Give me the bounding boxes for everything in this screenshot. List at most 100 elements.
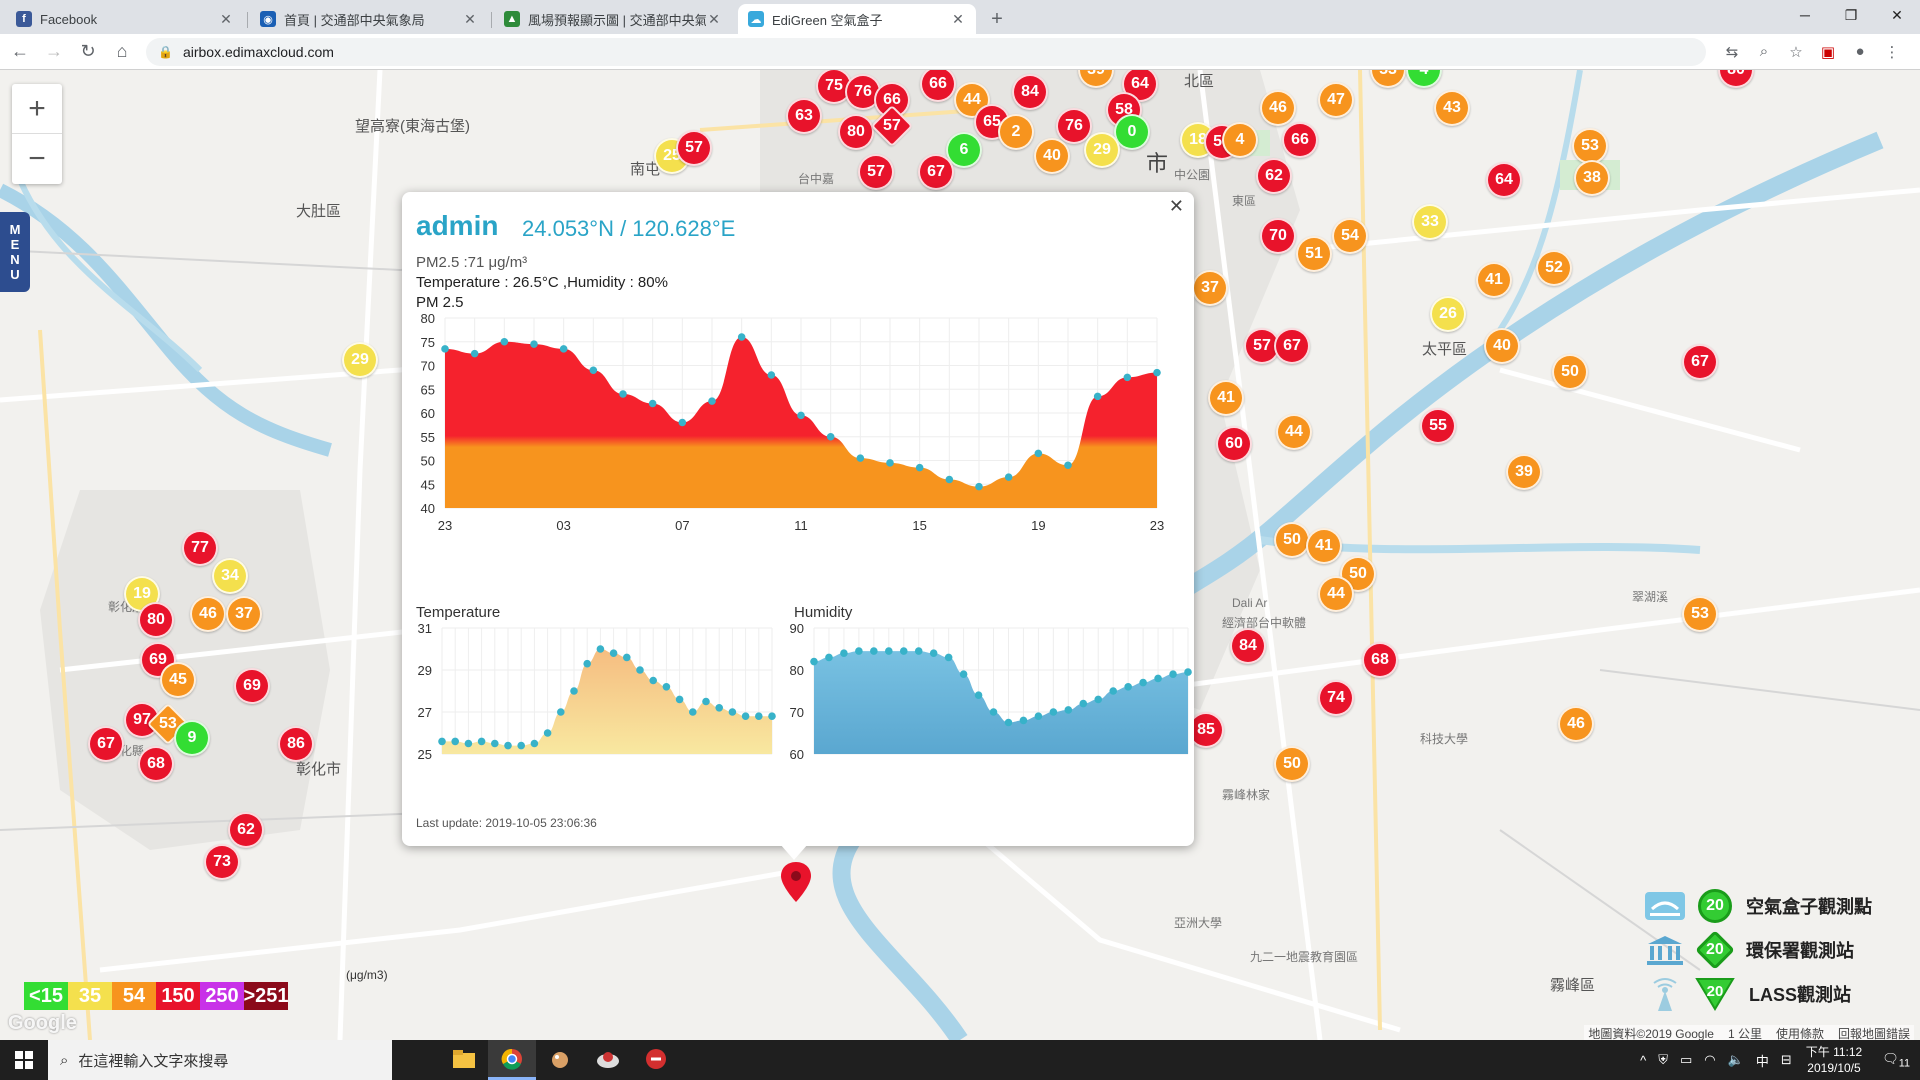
chart-point[interactable]	[715, 704, 723, 712]
airbox-marker[interactable]: 41	[1306, 528, 1342, 564]
chart-point[interactable]	[530, 340, 538, 348]
chart-point[interactable]	[914, 647, 923, 655]
airbox-marker[interactable]: 67	[1274, 328, 1310, 364]
airbox-marker[interactable]: 29	[1084, 132, 1120, 168]
airbox-marker[interactable]: 66	[920, 70, 956, 102]
airbox-marker[interactable]: 54	[1332, 218, 1368, 254]
airbox-marker[interactable]: 0	[1114, 114, 1150, 150]
chart-point[interactable]	[870, 647, 878, 655]
airbox-marker[interactable]: 38	[1574, 160, 1610, 196]
airbox-marker[interactable]: 69	[234, 668, 270, 704]
chart-point[interactable]	[583, 659, 591, 668]
airbox-marker[interactable]: 53	[1572, 128, 1608, 164]
chart-point[interactable]	[1154, 674, 1162, 683]
new-tab-button[interactable]: +	[991, 7, 1003, 30]
airbox-marker[interactable]: 40	[1034, 138, 1070, 174]
chart-point[interactable]	[886, 459, 894, 467]
translate-icon[interactable]: ⇆	[1725, 43, 1739, 61]
chart-point[interactable]	[517, 741, 525, 750]
airbox-marker[interactable]: 64	[1122, 70, 1158, 102]
airbox-marker[interactable]: 76	[1056, 108, 1092, 144]
airbox-marker[interactable]: 68	[1362, 642, 1398, 678]
airbox-marker[interactable]: 67	[88, 726, 124, 762]
airbox-marker[interactable]: 57	[676, 130, 712, 166]
tray-security-icon[interactable]: ⛨	[1658, 1052, 1668, 1067]
airbox-marker[interactable]: 73	[204, 844, 240, 880]
chart-point[interactable]	[944, 653, 953, 662]
chart-point[interactable]	[1064, 706, 1073, 714]
forward-icon[interactable]: →	[45, 41, 63, 61]
airbox-marker[interactable]: 74	[1318, 680, 1354, 716]
station-type-row[interactable]: 20 LASS觀測站	[1640, 972, 1910, 1016]
chart-point[interactable]	[504, 741, 512, 750]
tray-volume-icon[interactable]: 🔈	[1727, 1052, 1744, 1067]
chart-point[interactable]	[1169, 670, 1177, 678]
chart-point[interactable]	[1004, 718, 1013, 727]
chart-point[interactable]	[623, 653, 631, 662]
profile-icon[interactable]: ●	[1855, 43, 1865, 60]
station-type-row[interactable]: 20 環保署觀測站	[1640, 928, 1910, 972]
taskbar-clock[interactable]: 下午 11:12 2019/10/5	[1806, 1044, 1862, 1076]
airbox-marker[interactable]: 77	[182, 530, 218, 566]
airbox-marker[interactable]: 46	[1260, 90, 1296, 126]
tab-close-icon[interactable]: ✕	[464, 10, 476, 27]
chart-point[interactable]	[1034, 712, 1043, 720]
attribution-item[interactable]: 使用條款	[1775, 1027, 1824, 1041]
chart-point[interactable]	[741, 712, 750, 720]
chart-point[interactable]	[477, 737, 486, 746]
airbox-marker[interactable]: 67	[1682, 344, 1718, 380]
chart-point[interactable]	[470, 349, 479, 358]
chart-point[interactable]	[929, 649, 938, 657]
extension-icon[interactable]: ▣	[1820, 43, 1836, 61]
chart-point[interactable]	[1124, 683, 1132, 691]
chart-point[interactable]	[708, 397, 716, 405]
chart-point[interactable]	[1139, 678, 1147, 687]
chart-point[interactable]	[975, 482, 983, 491]
chart-point[interactable]	[885, 647, 893, 655]
airbox-marker[interactable]: 33	[1412, 204, 1448, 240]
airbox-marker[interactable]: 86	[278, 726, 314, 762]
chart-point[interactable]	[1094, 695, 1103, 704]
chart-point[interactable]	[855, 647, 863, 655]
tray-battery-icon[interactable]: ▭	[1680, 1052, 1693, 1067]
airbox-marker[interactable]: 43	[1434, 90, 1470, 126]
airbox-marker[interactable]: 62	[1256, 158, 1292, 194]
chart-point[interactable]	[1093, 392, 1102, 401]
chart-point[interactable]	[825, 653, 833, 662]
chart-point[interactable]	[959, 670, 968, 678]
airbox-marker[interactable]: 44	[1318, 576, 1354, 612]
browser-tab[interactable]: ☁ EdiGreen 空氣盒子 ✕	[738, 4, 976, 34]
chart-point[interactable]	[1184, 668, 1192, 676]
reload-icon[interactable]: ↻	[80, 41, 96, 61]
chart-point[interactable]	[530, 739, 539, 748]
chart-point[interactable]	[840, 649, 848, 657]
chart-point[interactable]	[826, 432, 835, 441]
chart-point[interactable]	[559, 345, 568, 353]
chart-point[interactable]	[609, 649, 618, 657]
browser-tab[interactable]: ◉ 首頁 | 交通部中央氣象局 ✕	[250, 4, 492, 34]
chart-point[interactable]	[648, 399, 657, 408]
airbox-marker[interactable]: 39	[1506, 454, 1542, 490]
chart-point[interactable]	[737, 333, 746, 341]
airbox-marker[interactable]: 57	[858, 154, 894, 190]
airbox-marker[interactable]: 46	[190, 596, 226, 632]
airbox-marker[interactable]: 50	[1552, 354, 1588, 390]
airbox-marker[interactable]: 80	[138, 602, 174, 638]
chart-point[interactable]	[689, 708, 697, 716]
chart-point[interactable]	[767, 371, 776, 379]
airbox-marker[interactable]: 46	[1558, 706, 1594, 742]
chart-point[interactable]	[728, 708, 737, 716]
airbox-marker[interactable]: 47	[1318, 82, 1354, 118]
airbox-marker[interactable]: 26	[1430, 296, 1466, 332]
airbox-marker[interactable]: 29	[342, 342, 378, 378]
airbox-marker[interactable]: 9	[174, 720, 210, 756]
notification-icon[interactable]: 🗨11	[1882, 1050, 1910, 1070]
chart-point[interactable]	[1123, 373, 1132, 382]
airbox-marker[interactable]: 53	[1682, 596, 1718, 632]
chart-point[interactable]	[1064, 461, 1072, 470]
airbox-marker[interactable]: 84	[1230, 628, 1266, 664]
chart-point[interactable]	[675, 695, 684, 704]
restore-icon[interactable]: ❐	[1844, 6, 1858, 23]
chart-point[interactable]	[570, 687, 578, 695]
chart-point[interactable]	[899, 647, 908, 655]
